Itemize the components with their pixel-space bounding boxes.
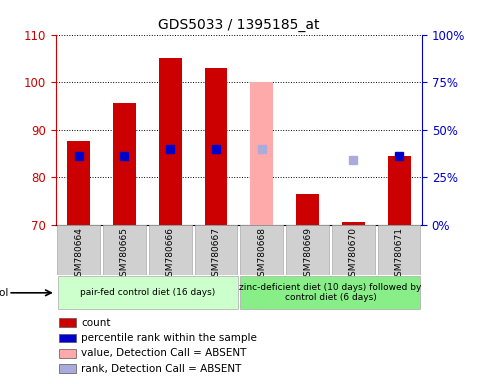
Text: value, Detection Call = ABSENT: value, Detection Call = ABSENT [81, 348, 246, 358]
Bar [60, 349, 76, 358]
Text: GSM780671: GSM780671 [394, 227, 403, 282]
Bar [377, 225, 420, 275]
Bar [194, 225, 237, 275]
Bar [60, 364, 76, 373]
Bar [60, 334, 76, 342]
Bar [149, 225, 191, 275]
Text: GSM780669: GSM780669 [302, 227, 311, 282]
Bar [240, 225, 283, 275]
Bar [341, 222, 364, 225]
Text: percentile rank within the sample: percentile rank within the sample [81, 333, 257, 343]
Bar [113, 103, 136, 225]
Bar [158, 58, 182, 225]
Text: pair-fed control diet (16 days): pair-fed control diet (16 days) [79, 288, 214, 297]
Text: GSM780664: GSM780664 [74, 227, 83, 282]
Bar [103, 225, 146, 275]
Bar [295, 194, 318, 225]
Bar [286, 225, 328, 275]
Bar [57, 225, 100, 275]
Bar [387, 156, 409, 225]
Text: GSM780665: GSM780665 [120, 227, 129, 282]
Text: GSM780668: GSM780668 [257, 227, 266, 282]
Text: rank, Detection Call = ABSENT: rank, Detection Call = ABSENT [81, 364, 242, 374]
Title: GDS5033 / 1395185_at: GDS5033 / 1395185_at [158, 18, 319, 32]
Bar [58, 276, 238, 309]
Text: growth protocol: growth protocol [0, 288, 8, 298]
Text: GSM780667: GSM780667 [211, 227, 220, 282]
Bar [60, 318, 76, 327]
Bar [204, 68, 227, 225]
Text: GSM780666: GSM780666 [166, 227, 174, 282]
Bar [250, 82, 272, 225]
Text: GSM780670: GSM780670 [348, 227, 357, 282]
Text: zinc-deficient diet (10 days) followed by
control diet (6 days): zinc-deficient diet (10 days) followed b… [239, 283, 421, 303]
Bar [67, 141, 90, 225]
Bar [239, 276, 419, 309]
Text: count: count [81, 318, 111, 328]
Bar [331, 225, 374, 275]
